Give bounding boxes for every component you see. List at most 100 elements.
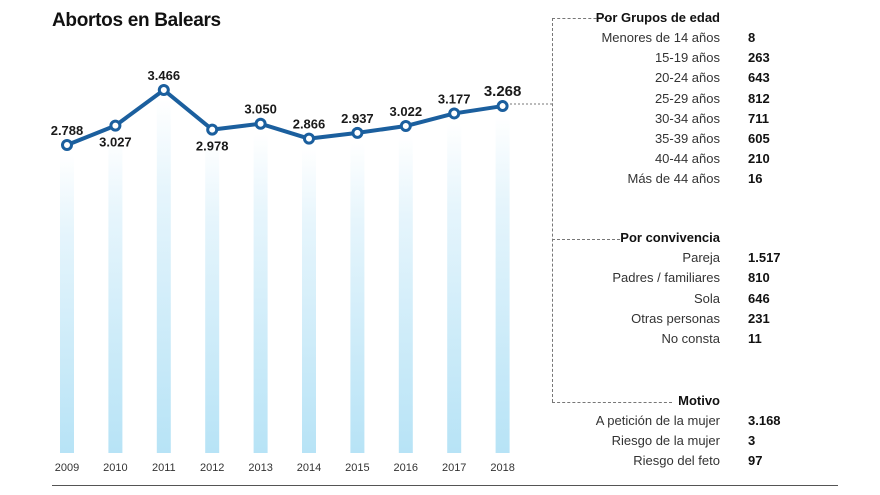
row-value: 605 — [748, 131, 770, 146]
row-value: 3.168 — [748, 413, 781, 428]
data-label-2017: 3.177 — [438, 91, 471, 106]
bar-2010 — [108, 135, 123, 453]
breakdown-row: 40-44 años 210 — [552, 151, 852, 171]
x-tick-2014: 2014 — [297, 462, 321, 474]
row-label: Pareja — [682, 250, 720, 265]
row-label: 30-34 años — [654, 110, 720, 126]
bottom-rule — [52, 485, 838, 486]
breakdown-row: 15-19 años 263 — [552, 50, 852, 70]
section-title-age: Por Grupos de edad — [595, 10, 720, 25]
row-value: 97 — [748, 453, 763, 468]
data-label-2015: 2.937 — [341, 111, 374, 126]
row-value: 643 — [748, 70, 770, 86]
x-tick-2010: 2010 — [103, 462, 127, 474]
bracket-age — [552, 18, 612, 19]
row-label: 40-44 años — [654, 151, 720, 167]
data-point-2016 — [399, 120, 412, 133]
bracket-reason — [552, 402, 672, 403]
row-label: 20-24 años — [654, 70, 720, 86]
x-tick-2009: 2009 — [55, 462, 79, 474]
x-tick-2016: 2016 — [394, 462, 418, 474]
row-value: 810 — [748, 270, 770, 286]
breakdown-row: Sola 646 — [552, 291, 852, 311]
data-point-2018 — [496, 100, 509, 113]
data-label-2010: 3.027 — [99, 135, 132, 150]
data-label-2009: 2.788 — [51, 123, 84, 138]
data-label-2012: 2.978 — [196, 139, 229, 154]
row-label: Padres / familiares — [612, 270, 720, 286]
section-title-cohabitation: Por convivencia — [620, 230, 720, 245]
data-label-2014: 2.866 — [293, 117, 326, 132]
data-point-2012 — [206, 123, 219, 136]
data-label-2013: 3.050 — [244, 102, 277, 117]
data-point-2017 — [448, 107, 461, 120]
x-tick-2013: 2013 — [248, 462, 272, 474]
series-line — [66, 88, 503, 147]
breakdown-row: Pareja 1.517 — [552, 250, 852, 270]
data-point-2010 — [109, 119, 122, 132]
breakdown-row: 35-39 años 605 — [552, 131, 852, 151]
data-label-2016: 3.022 — [390, 104, 423, 119]
breakdown-row: Menores de 14 años 8 — [552, 30, 852, 50]
breakdown-row: A petición de la mujer 3.168 — [552, 413, 852, 433]
data-point-2009 — [61, 139, 73, 151]
x-tick-2011: 2011 — [152, 462, 176, 474]
bracket-cohabitation — [552, 239, 620, 240]
bar-2011 — [156, 100, 171, 453]
chart-title: Abortos en Balears — [52, 10, 221, 31]
data-point-2011 — [157, 84, 170, 96]
bar-2012 — [205, 139, 220, 453]
row-label: 35-39 años — [654, 131, 720, 146]
breakdown-row: Riesgo de la mujer 3 — [552, 433, 852, 453]
row-value: 1.517 — [748, 250, 781, 265]
breakdown-row: 25-29 años 812 — [552, 91, 852, 111]
x-tick-2012: 2012 — [200, 462, 224, 474]
section-title-reason: Motivo — [678, 393, 720, 408]
row-value: 3 — [748, 433, 756, 448]
row-label: Menores de 14 años — [601, 30, 720, 45]
row-label: Más de 44 años — [627, 171, 720, 187]
data-point-2015 — [351, 126, 364, 139]
row-value: 8 — [748, 30, 756, 45]
breakdown-row: Más de 44 años 16 — [552, 171, 852, 191]
row-label: A petición de la mujer — [595, 413, 720, 428]
bar-2014 — [302, 148, 316, 454]
row-value: 231 — [748, 310, 770, 326]
bar-2013 — [253, 133, 268, 453]
row-label: Sola — [693, 290, 720, 306]
breakdown-row: No consta 11 — [552, 331, 852, 351]
bar-2009 — [60, 155, 74, 453]
data-point-2013 — [254, 117, 267, 130]
data-label-2018: 3.268 — [484, 83, 522, 100]
breakdown-panel: Por Grupos de edad Menores de 14 años 8 15… — [552, 0, 852, 495]
breakdown-row: 20-24 años 643 — [552, 70, 852, 90]
row-label: No consta — [661, 331, 720, 347]
bar-2015 — [350, 142, 365, 454]
row-value: 812 — [748, 90, 770, 106]
breakdown-row: Padres / familiares 810 — [552, 270, 852, 290]
breakdown-row: Riesgo del feto 97 — [552, 453, 852, 473]
bar-2018 — [495, 116, 510, 453]
row-label: Riesgo de la mujer — [611, 433, 720, 448]
row-label: Otras personas — [631, 310, 720, 326]
breakdown-row: Otras personas 231 — [552, 311, 852, 331]
row-value: 646 — [748, 290, 770, 306]
breakdown-row: 30-34 años 711 — [552, 111, 852, 131]
row-label: 15-19 años — [654, 50, 720, 66]
bar-2017 — [447, 123, 462, 453]
row-value: 11 — [748, 331, 762, 347]
row-value: 711 — [748, 110, 769, 126]
data-point-2014 — [303, 132, 315, 145]
row-label: 25-29 años — [654, 90, 720, 106]
bar-2016 — [398, 136, 413, 453]
x-tick-2018: 2018 — [490, 462, 514, 474]
data-label-2011: 3.466 — [148, 68, 181, 83]
x-tick-2017: 2017 — [442, 462, 466, 474]
row-label: Riesgo del feto — [633, 453, 720, 468]
row-value: 263 — [748, 50, 770, 66]
x-tick-2015: 2015 — [345, 462, 369, 474]
row-value: 16 — [748, 171, 763, 187]
row-value: 210 — [748, 151, 770, 167]
bracket-vertical — [552, 18, 553, 402]
